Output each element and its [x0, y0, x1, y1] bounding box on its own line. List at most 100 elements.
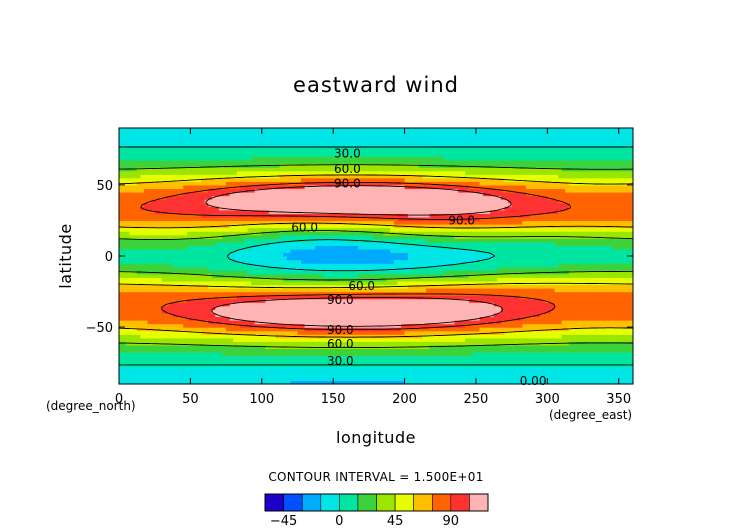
contour-cell — [183, 366, 188, 371]
contour-cell — [440, 334, 445, 339]
contour-cell — [147, 373, 152, 378]
contour-cell — [433, 266, 438, 271]
contour-cell — [183, 270, 188, 275]
contour-cell — [515, 337, 520, 342]
contour-cell — [418, 280, 423, 286]
contour-cell — [297, 316, 302, 321]
contour-cell — [240, 334, 245, 339]
contour-cell — [450, 376, 456, 382]
contour-cell — [136, 348, 142, 353]
contour-cell — [443, 316, 448, 321]
contour-cell — [365, 320, 370, 325]
contour-cell — [190, 305, 195, 310]
contour-cell — [525, 312, 531, 318]
contour-cell — [540, 284, 545, 289]
contour-cell — [211, 344, 216, 350]
contour-cell — [458, 298, 463, 303]
contour-cell — [600, 312, 606, 318]
contour-cell — [433, 330, 438, 335]
contour-cell — [465, 369, 470, 374]
contour-cell — [422, 369, 427, 374]
contour-cell — [390, 305, 395, 310]
contour-cell — [336, 316, 341, 321]
contour-cell — [290, 312, 295, 318]
contour-cell — [458, 348, 463, 353]
contour-cell — [315, 348, 320, 353]
contour-cell — [433, 263, 438, 268]
contour-cell — [461, 316, 466, 321]
contour-cell — [165, 259, 170, 264]
contour-cell — [575, 302, 581, 307]
contour-cell — [497, 266, 502, 271]
contour-cell — [425, 288, 431, 293]
contour-cell — [493, 373, 498, 378]
contour-cell — [318, 341, 324, 346]
contour-cell — [186, 291, 191, 296]
contour-cell — [433, 334, 438, 339]
contour-cell — [379, 280, 384, 286]
contour-cell — [147, 305, 152, 310]
contour-cell — [222, 266, 227, 271]
contour-cell — [215, 380, 220, 384]
contour-cell — [276, 284, 281, 289]
contour-cell — [240, 341, 245, 346]
contour-cell — [372, 288, 377, 293]
contour-cell — [193, 366, 199, 371]
contour-cell — [311, 263, 316, 268]
contour-cell — [418, 366, 423, 371]
contour-cell — [129, 355, 134, 360]
contour-cell — [308, 380, 313, 384]
contour-cell — [443, 259, 448, 264]
contour-cell — [372, 337, 377, 342]
contour-cell — [575, 309, 581, 314]
contour-cell — [358, 330, 363, 335]
contour-cell — [540, 302, 545, 307]
contour-cell — [168, 273, 174, 278]
contour-cell — [261, 320, 266, 325]
contour-cell — [340, 344, 345, 350]
contour-cell — [465, 291, 470, 296]
contour-cell — [311, 288, 316, 293]
contour-cell — [547, 305, 552, 310]
contour-cell — [261, 259, 266, 264]
contour-cell — [161, 359, 166, 364]
contour-cell — [422, 323, 427, 328]
contour-cell — [254, 280, 259, 286]
contour-cell — [625, 380, 631, 384]
contour-cell — [343, 380, 349, 384]
contour-cell — [533, 330, 538, 335]
contour-cell — [351, 323, 356, 328]
contour-cell — [575, 316, 581, 321]
contour-cell — [308, 273, 313, 278]
contour-cell — [143, 263, 149, 268]
contour-cell — [240, 309, 245, 314]
contour-cell — [361, 330, 366, 335]
contour-cell — [522, 323, 527, 328]
contour-cell — [340, 352, 345, 357]
contour-cell — [486, 291, 491, 296]
contour-cell — [415, 380, 420, 384]
contour-cell — [508, 373, 513, 378]
contour-cell — [329, 259, 334, 264]
contour-cell — [311, 312, 316, 318]
contour-cell — [358, 323, 363, 328]
contour-cell — [597, 320, 602, 325]
contour-cell — [165, 380, 170, 384]
contour-cell — [504, 330, 509, 335]
contour-cell — [418, 359, 423, 364]
contour-cell — [450, 380, 456, 384]
contour-cell — [322, 309, 327, 314]
contour-cell — [290, 309, 295, 314]
contour-cell — [272, 305, 277, 310]
contour-cell — [618, 266, 623, 271]
contour-cell — [361, 337, 366, 342]
contour-cell — [572, 337, 577, 342]
contour-cell — [404, 277, 409, 282]
contour-cell — [133, 273, 138, 278]
contour-cell — [461, 320, 466, 325]
contour-cell — [404, 355, 409, 360]
contour-cell — [386, 330, 391, 335]
contour-cell — [318, 302, 324, 307]
contour-cell — [218, 277, 224, 282]
contour-cell — [208, 352, 213, 357]
